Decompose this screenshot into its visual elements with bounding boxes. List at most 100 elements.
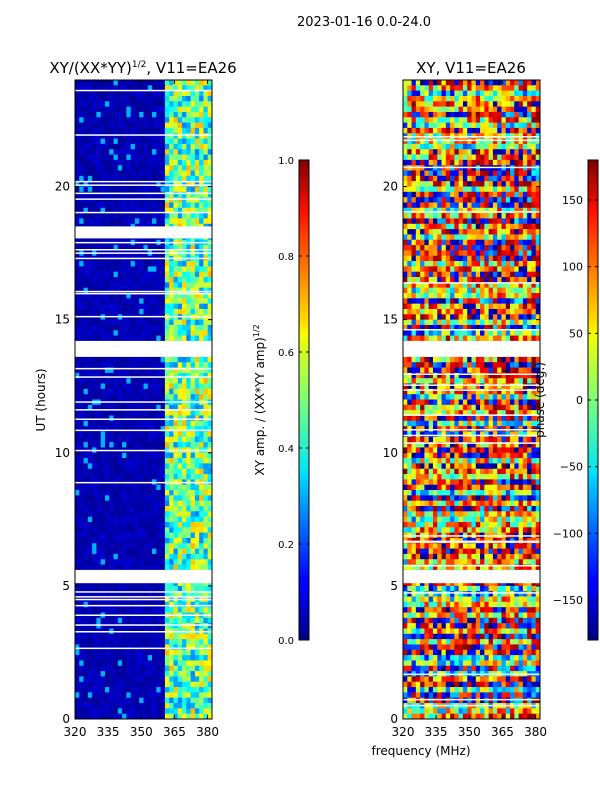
heatmap-cell: [428, 170, 434, 177]
heatmap-cell: [126, 197, 132, 203]
heatmap-cell: [126, 367, 132, 374]
heatmap-cell: [79, 506, 84, 512]
heatmap-cell: [531, 170, 537, 177]
heatmap-cell: [143, 362, 149, 368]
heatmap-cell: [194, 671, 200, 677]
heatmap-cell: [186, 298, 191, 305]
heatmap-cell: [100, 218, 106, 225]
heatmap-cell: [126, 676, 132, 683]
heatmap-cell: [109, 585, 114, 592]
heatmap-cell: [182, 106, 187, 113]
heatmap-cell: [117, 159, 123, 166]
heatmap-cell: [122, 378, 127, 384]
heatmap-cell: [169, 633, 174, 640]
heatmap-cell: [113, 452, 119, 459]
heatmap-cell: [531, 127, 537, 134]
heatmap-cell: [117, 106, 123, 113]
heatmap-cell: [139, 442, 144, 448]
heatmap-cell: [164, 521, 170, 528]
heatmap-cell: [182, 410, 187, 416]
heatmap-cell: [169, 367, 174, 374]
heatmap-cell: [186, 548, 191, 555]
heatmap-cell: [445, 234, 451, 241]
heatmap-cell: [480, 218, 485, 225]
heatmap-cell: [186, 245, 191, 251]
heatmap-cell: [203, 527, 209, 534]
heatmap-cell: [424, 255, 430, 262]
heatmap-cell: [147, 617, 153, 624]
heatmap-cell: [471, 186, 477, 193]
heatmap-cell: [139, 122, 144, 129]
heatmap-cell: [501, 106, 507, 113]
heatmap-cell: [182, 202, 187, 209]
heatmap-cell: [75, 543, 80, 550]
heatmap-cell: [117, 431, 123, 438]
heatmap-cell: [484, 186, 490, 193]
flagged-row: [75, 292, 212, 295]
heatmap-cell: [156, 90, 162, 97]
heatmap-cell: [182, 303, 187, 310]
heatmap-cell: [160, 511, 166, 518]
heatmap-cell: [126, 687, 132, 693]
heatmap-cell: [471, 207, 477, 214]
heatmap-cell: [130, 692, 136, 699]
heatmap-cell: [445, 250, 451, 257]
heatmap-cell: [207, 372, 212, 379]
heatmap-cell: [428, 149, 434, 155]
heatmap-cell: [87, 378, 93, 384]
heatmap-cell: [109, 117, 114, 124]
heatmap-cell: [194, 335, 200, 342]
heatmap-cell: [182, 170, 187, 177]
heatmap-cell: [100, 553, 106, 560]
heatmap-cell: [130, 138, 136, 145]
heatmap-cell: [139, 665, 144, 672]
heatmap-cell: [126, 165, 132, 171]
heatmap-cell: [139, 101, 144, 108]
heatmap-cell: [92, 175, 97, 182]
heatmap-cell: [109, 122, 114, 129]
heatmap-cell: [104, 165, 110, 171]
heatmap-cell: [134, 697, 140, 704]
heatmap-cell: [134, 713, 140, 719]
heatmap-cell: [79, 111, 84, 118]
heatmap-cell: [87, 436, 93, 443]
heatmap-cell: [194, 133, 200, 139]
flagged-row: [75, 252, 212, 254]
heatmap-cell: [173, 495, 179, 502]
heatmap-cell: [126, 681, 132, 688]
heatmap-cell: [156, 415, 162, 422]
heatmap-cell: [480, 170, 485, 177]
heatmap-cell: [152, 463, 157, 470]
heatmap-cell: [126, 330, 132, 336]
heatmap-cell: [126, 202, 132, 209]
heatmap-cell: [505, 117, 511, 124]
heatmap-cell: [488, 122, 494, 129]
heatmap-cell: [164, 580, 170, 587]
heatmap-cell: [535, 106, 540, 113]
heatmap-cell: [152, 298, 157, 305]
heatmap-cell: [100, 458, 106, 464]
heatmap-cell: [203, 532, 209, 539]
heatmap-cell: [126, 111, 132, 118]
heatmap-cell: [104, 308, 110, 315]
heatmap-cell: [411, 245, 417, 251]
heatmap-cell: [92, 106, 97, 113]
heatmap-cell: [454, 101, 460, 108]
heatmap-cell: [147, 484, 153, 491]
heatmap-cell: [130, 378, 136, 384]
heatmap-cell: [510, 106, 515, 113]
heatmap-cell: [190, 367, 196, 374]
heatmap-cell: [420, 234, 425, 241]
heatmap-cell: [79, 175, 84, 182]
heatmap-cell: [126, 484, 132, 491]
heatmap-cell: [177, 601, 183, 608]
heatmap-cell: [403, 149, 408, 155]
heatmap-cell: [134, 490, 140, 496]
heatmap-cell: [75, 165, 80, 171]
heatmap-cell: [415, 186, 421, 193]
heatmap-cell: [169, 308, 174, 315]
heatmap-cell: [147, 271, 153, 278]
heatmap-cell: [207, 511, 212, 518]
heatmap-cell: [535, 117, 540, 124]
heatmap-cell: [186, 186, 191, 193]
